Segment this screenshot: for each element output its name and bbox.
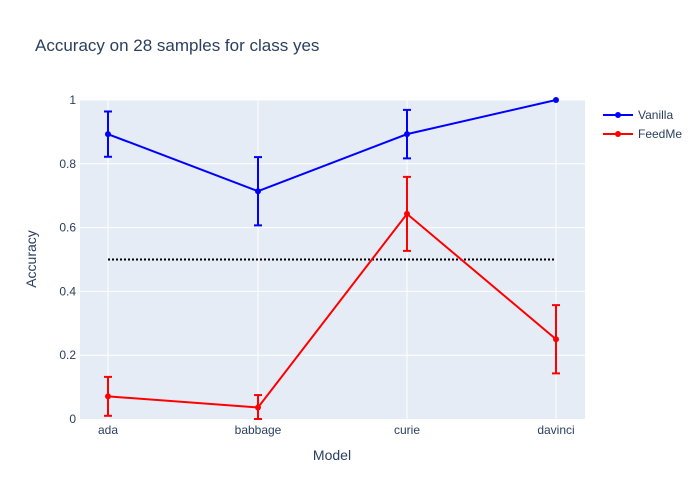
data-point <box>404 131 410 138</box>
series-layer <box>104 97 560 420</box>
x-tick-label: ada <box>98 423 118 437</box>
y-tick-label: 1 <box>69 93 76 107</box>
y-tick-label: 0.8 <box>59 157 76 171</box>
legend-marker <box>615 131 621 137</box>
data-point <box>404 210 410 217</box>
series-line <box>107 99 557 193</box>
legend-item-feedme[interactable]: FeedMe <box>603 127 682 141</box>
data-point <box>553 97 559 103</box>
chart-title: Accuracy on 28 samples for class yes <box>35 36 319 55</box>
x-tick-label: babbage <box>235 423 282 437</box>
y-tick-label: 0.4 <box>59 284 76 298</box>
data-point <box>105 393 111 400</box>
data-point <box>255 188 261 195</box>
legend-marker <box>615 112 621 118</box>
y-axis-ticks: 0 0.2 0.4 0.6 0.8 1 <box>59 93 76 426</box>
data-point <box>255 404 261 411</box>
data-point <box>553 336 559 343</box>
y-tick-label: 0.6 <box>59 221 76 235</box>
y-tick-label: 0.2 <box>59 348 76 362</box>
legend-label: Vanilla <box>638 108 673 122</box>
legend-item-vanilla[interactable]: Vanilla <box>603 108 673 122</box>
series-vanilla <box>104 97 559 227</box>
y-axis-title: Accuracy <box>23 230 39 288</box>
legend[interactable]: Vanilla FeedMe <box>603 108 682 141</box>
legend-label: FeedMe <box>638 127 682 141</box>
x-axis-title: Model <box>313 447 351 463</box>
x-tick-label: davinci <box>537 423 574 437</box>
x-tick-label: curie <box>394 423 420 437</box>
series-line <box>107 212 557 409</box>
y-tick-label: 0 <box>69 412 76 426</box>
series-feedme <box>104 175 560 420</box>
data-point <box>105 131 111 138</box>
x-axis-ticks: ada babbage curie davinci <box>98 423 575 437</box>
